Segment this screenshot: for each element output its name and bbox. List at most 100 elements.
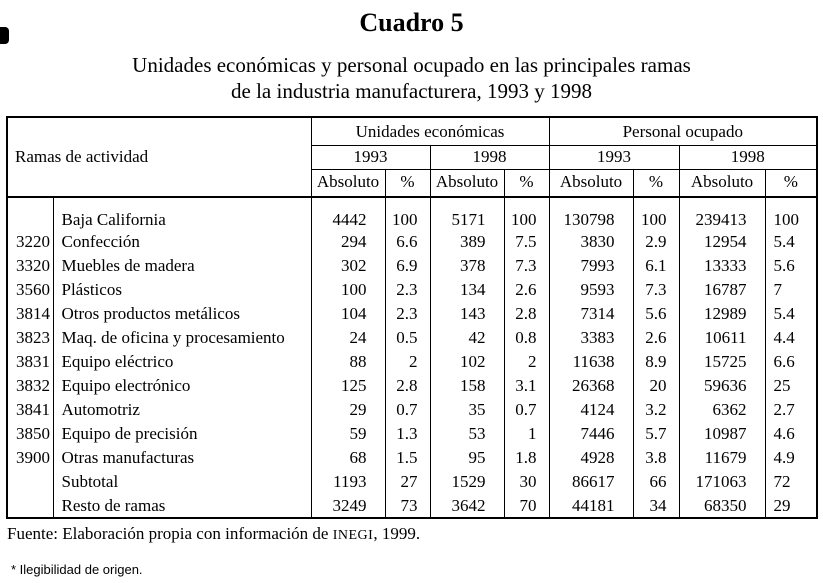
cell-percent: 34	[632, 494, 680, 519]
cell-percent: 20	[632, 374, 680, 399]
row-code: 3320	[16, 256, 50, 276]
cell-absoluto: 4442	[310, 197, 385, 231]
cell-percent: 2	[503, 350, 550, 375]
table-row: 3560 Plásticos 100 2.3 134 2.6 9593 7.3 16787 7	[7, 278, 818, 303]
cell-absoluto: 7993	[548, 254, 634, 279]
cell-percent: 0.5	[384, 326, 430, 351]
cell-percent: 7.5	[503, 230, 550, 255]
cell-absoluto: 389	[429, 230, 504, 255]
table-row: 3320 Muebles de madera 302 6.9 378 7.3 7993 6.1…	[7, 254, 818, 279]
cell-percent: 2.6	[503, 278, 550, 303]
cell-percent: 2.6	[632, 326, 680, 351]
year-header-ue-1993: 1993	[310, 145, 430, 171]
cell-percent: 6.6	[384, 230, 430, 255]
cell-percent: 30	[503, 470, 550, 495]
col-header-percent: %	[503, 169, 550, 199]
cell-absoluto: 15725	[678, 350, 766, 375]
cell-absoluto: 5171	[429, 197, 504, 231]
cell-absoluto: 44181	[548, 494, 634, 519]
cell-percent: 7.3	[503, 254, 550, 279]
year-header-ue-1998: 1998	[429, 145, 550, 171]
cell-absoluto: 11679	[678, 446, 766, 471]
row-code: 3850	[16, 424, 50, 444]
cell-percent: 5.6	[764, 254, 818, 279]
scan-artifact-mark	[0, 27, 9, 44]
cell-absoluto: 7446	[548, 422, 634, 447]
source-inegi: INEGI	[332, 528, 374, 544]
row-code	[7, 197, 53, 230]
cell-absoluto: 9593	[548, 278, 634, 303]
cell-absoluto: 26368	[548, 374, 634, 399]
cell-absoluto: 95	[429, 446, 504, 471]
row-code	[7, 470, 53, 494]
source-line: Fuente: Elaboración propia con informaci…	[7, 523, 823, 545]
table-body: Baja California 4442 100 5171 100 130798 100 23…	[7, 197, 818, 519]
cell-absoluto: 68350	[678, 494, 766, 519]
cell-absoluto: 35	[429, 398, 504, 423]
cell-absoluto: 59	[310, 422, 385, 447]
source-prefix: Fuente: Elaboración propia con informaci…	[7, 524, 333, 544]
cell-absoluto: 11638	[548, 350, 634, 375]
cell-percent: 3.2	[632, 398, 680, 423]
cell-absoluto: 3830	[548, 230, 634, 255]
year-header-po-1993: 1993	[548, 145, 680, 171]
row-code: 3832	[16, 376, 50, 396]
cell-absoluto: 12989	[678, 302, 766, 327]
cell-absoluto: 104	[310, 302, 385, 327]
cell-absoluto: 125	[310, 374, 385, 399]
cell-absoluto: 239413	[678, 197, 766, 231]
cell-percent: 25	[764, 374, 818, 399]
page-title: Cuadro 5	[359, 8, 464, 37]
row-code: 3823	[16, 328, 50, 348]
cell-percent: 1.5	[384, 446, 430, 471]
row-name: Confección	[52, 230, 311, 255]
col-header-percent: %	[632, 169, 680, 199]
subtitle-line-1: Unidades económicas y personal ocupado e…	[132, 52, 691, 77]
row-name: Maq. de oficina y procesamiento	[52, 326, 311, 351]
table-subtitle: Unidades económicas y personal ocupado e…	[0, 52, 823, 105]
group-header-unidades: Unidades económicas	[310, 117, 550, 147]
row-name: Otros productos metálicos	[52, 302, 311, 327]
year-header-po-1998: 1998	[678, 145, 818, 171]
cell-percent: 0.7	[384, 398, 430, 423]
cell-percent: 5.7	[632, 422, 680, 447]
cell-absoluto: 158	[429, 374, 504, 399]
row-code: 3814	[16, 304, 50, 324]
cell-percent: 100	[764, 197, 818, 231]
row-name: Resto de ramas	[52, 494, 311, 519]
table-row: 3841 Automotriz 29 0.7 35 0.7 4124 3.2 6362 2.7	[7, 398, 818, 423]
cell-percent: 100	[384, 197, 430, 231]
cell-percent: 6.9	[384, 254, 430, 279]
cell-percent: 1.8	[503, 446, 550, 471]
cell-absoluto: 13333	[678, 254, 766, 279]
table-row: 3850 Equipo de precisión 59 1.3 53 1 7446 5.7 10…	[7, 422, 818, 447]
row-name: Equipo electrónico	[52, 374, 311, 399]
cell-percent: 73	[384, 494, 430, 519]
source-suffix: , 1999.	[373, 524, 421, 544]
row-code	[7, 494, 53, 518]
col-header-absoluto: Absoluto	[548, 169, 634, 199]
cell-absoluto: 7314	[548, 302, 634, 327]
cell-absoluto: 3249	[310, 494, 385, 519]
row-name: Subtotal	[52, 470, 311, 495]
cell-percent: 100	[503, 197, 550, 231]
cell-percent: 8.9	[632, 350, 680, 375]
cell-percent: 29	[764, 494, 818, 519]
cell-absoluto: 4928	[548, 446, 634, 471]
cell-percent: 2.3	[384, 278, 430, 303]
cell-percent: 4.9	[764, 446, 818, 471]
cell-percent: 100	[632, 197, 680, 231]
table-row: 3823 Maq. de oficina y procesamiento 24 0.5…	[7, 326, 818, 351]
cell-percent: 3.8	[632, 446, 680, 471]
group-header-personal: Personal ocupado	[548, 117, 818, 147]
cell-absoluto: 130798	[548, 197, 634, 231]
cell-percent: 4.6	[764, 422, 818, 447]
cell-absoluto: 10987	[678, 422, 766, 447]
row-name: Automotriz	[52, 398, 311, 423]
footnote: * Ilegibilidad de origen.	[11, 561, 143, 577]
table-row: Baja California 4442 100 5171 100 130798 100 23…	[7, 197, 818, 231]
cell-percent: 5.4	[764, 302, 818, 327]
table-row: 3220 Confección 294 6.6 389 7.5 3830 2.9 12954 5.…	[7, 230, 818, 255]
cell-absoluto: 3383	[548, 326, 634, 351]
